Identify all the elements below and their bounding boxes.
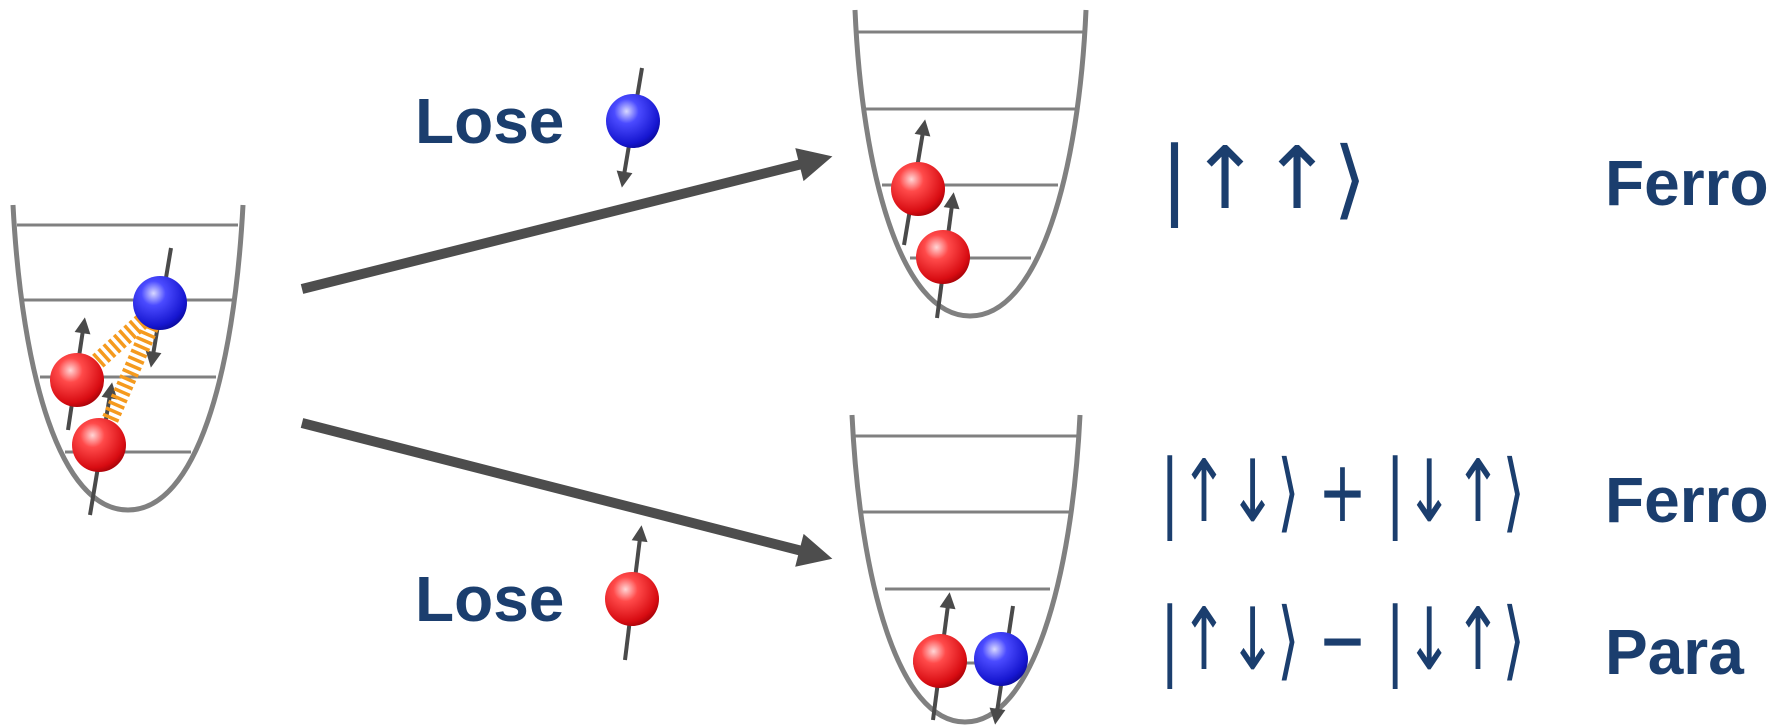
red-atom-icon: [72, 418, 126, 472]
ferro-label-middle: Ferro: [1605, 464, 1769, 536]
trap-potential: [849, 414, 1083, 725]
red-atom-icon: [891, 162, 945, 216]
blue-atom-icon: [606, 94, 660, 148]
trap-potential-left: [10, 204, 246, 513]
state-triplet-up-up: |↑↑⟩: [1160, 129, 1367, 229]
red-atom-icon: [916, 230, 970, 284]
ferro-label-top: Ferro: [1605, 147, 1769, 219]
lose-label-top: Lose: [415, 85, 564, 157]
state-symmetric: |↑↓⟩ + |↓↑⟩: [1160, 442, 1525, 542]
state-antisymmetric: |↑↓⟩ − |↓↑⟩: [1160, 590, 1525, 690]
blue-atom-icon: [974, 632, 1028, 686]
red-atom-icon: [50, 353, 104, 407]
para-label: Para: [1605, 616, 1744, 688]
transition-arrow-bottom: [300, 418, 833, 567]
trap-potential: [852, 9, 1089, 319]
lose-label-bottom: Lose: [415, 563, 564, 635]
transition-arrow-top: [300, 148, 833, 294]
red-atom-icon: [913, 634, 967, 688]
red-atom-icon: [605, 572, 659, 626]
blue-atom-icon: [133, 276, 187, 330]
trap-ferro-top: [852, 9, 1089, 319]
initial-trap: [10, 204, 246, 516]
trap-bottom: [849, 414, 1083, 725]
